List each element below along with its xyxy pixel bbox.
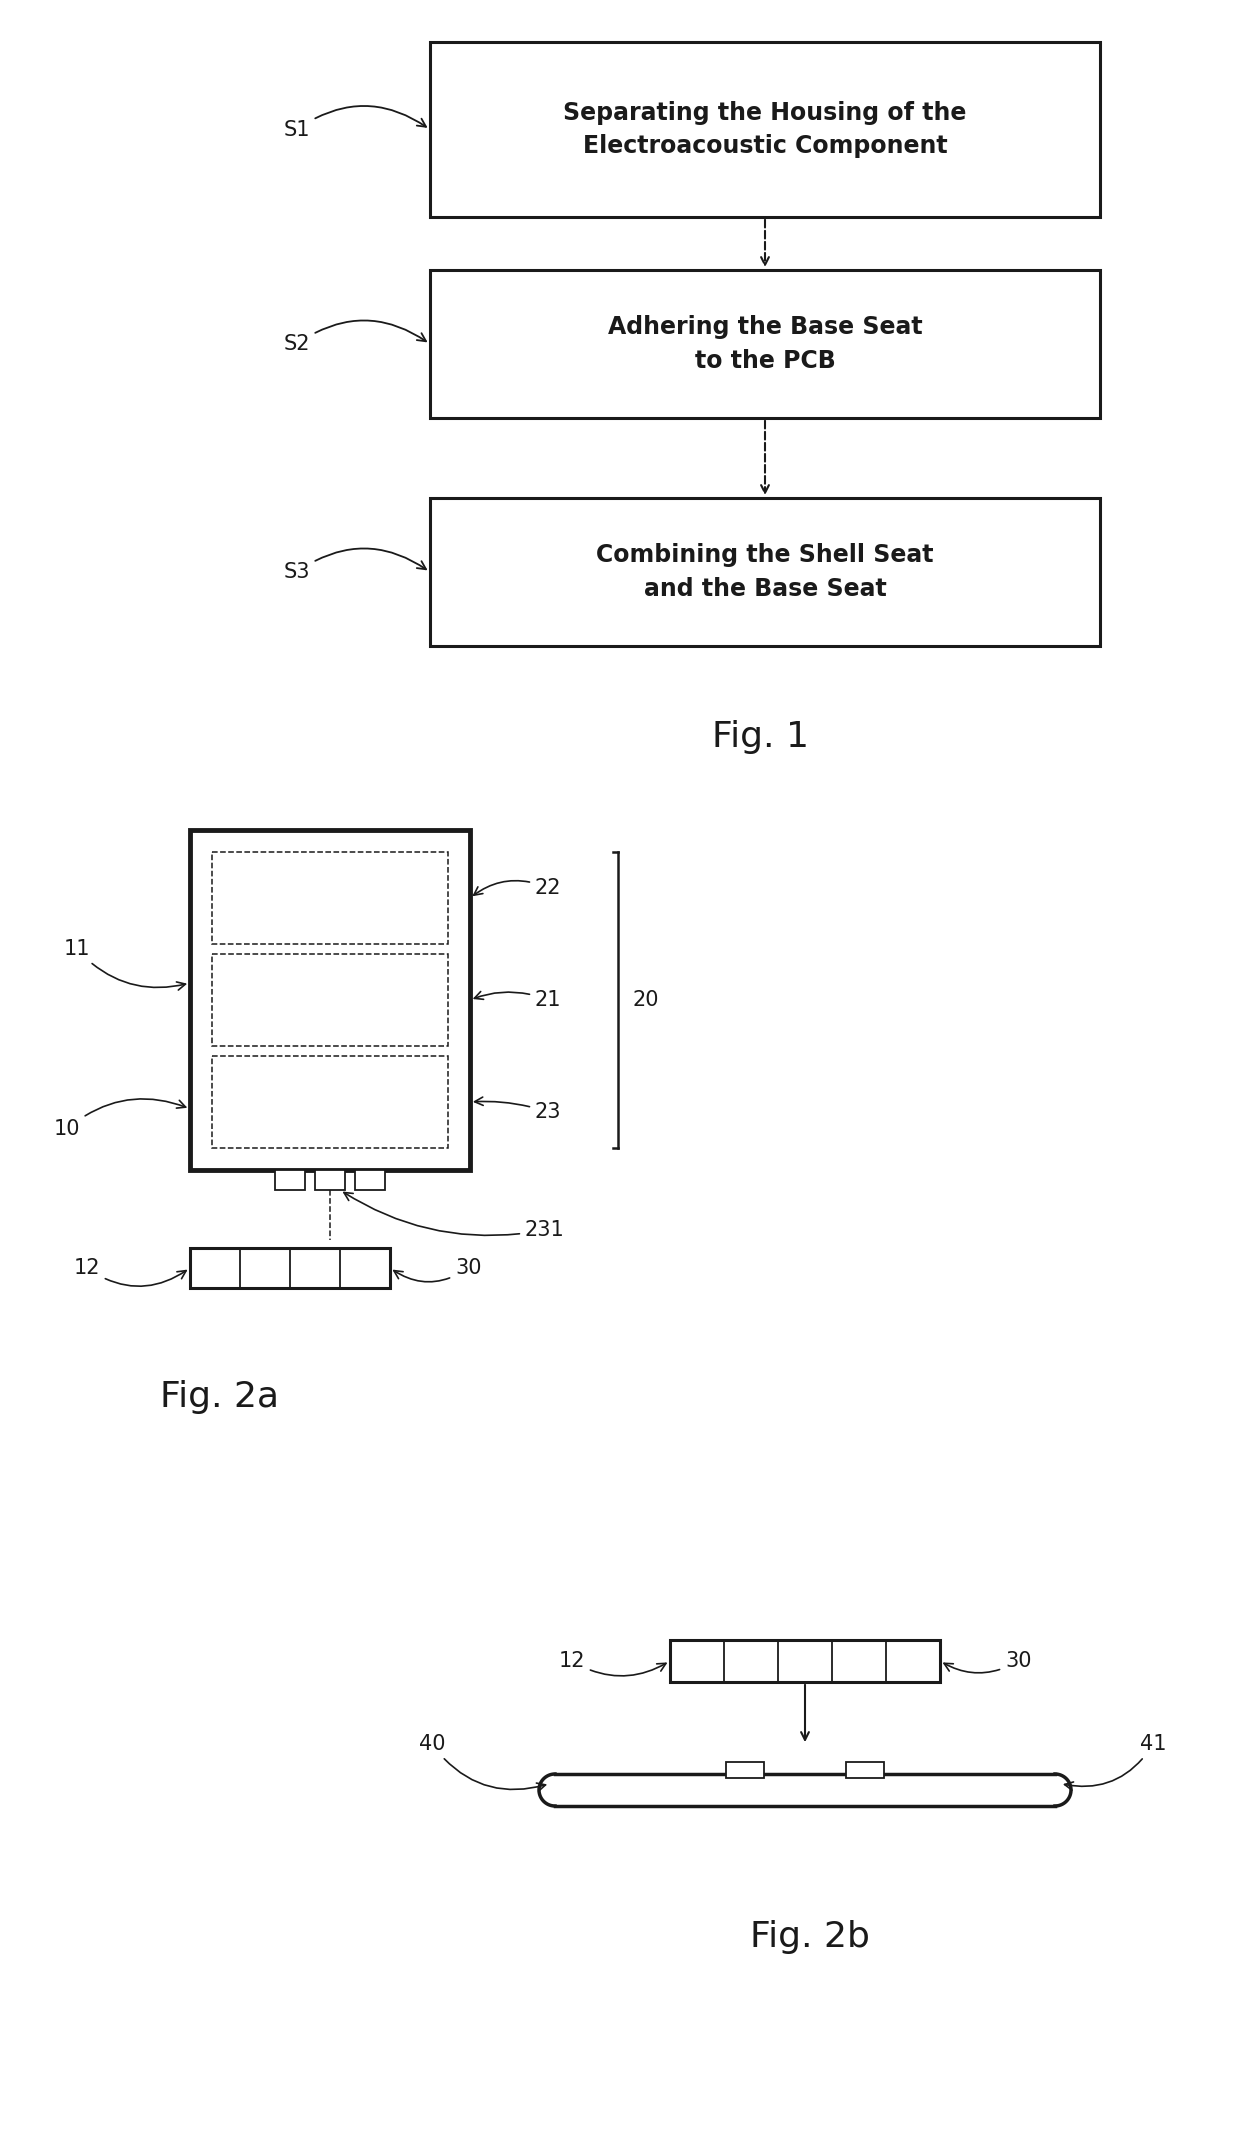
Text: 231: 231	[343, 1192, 564, 1239]
Text: 40: 40	[419, 1734, 546, 1792]
Text: 23: 23	[475, 1097, 562, 1123]
Bar	[275, 1170, 305, 1190]
Text: S3: S3	[284, 549, 427, 583]
Bar	[355, 1170, 384, 1190]
Bar	[430, 43, 1100, 217]
Text: 12: 12	[558, 1652, 666, 1676]
Bar	[212, 852, 448, 944]
Text: 12: 12	[73, 1258, 186, 1286]
Text: 30: 30	[944, 1652, 1032, 1673]
Bar	[190, 1248, 391, 1288]
Text: 20: 20	[632, 989, 660, 1011]
Text: Fig. 1: Fig. 1	[712, 721, 808, 755]
Bar	[430, 271, 1100, 417]
Text: Combining the Shell Seat
and the Base Seat: Combining the Shell Seat and the Base Se…	[596, 544, 934, 600]
Text: Fig. 2a: Fig. 2a	[160, 1381, 279, 1413]
Bar	[670, 1639, 940, 1682]
Text: 10: 10	[53, 1099, 186, 1140]
Text: S2: S2	[284, 320, 427, 355]
Text: Fig. 2b: Fig. 2b	[750, 1921, 870, 1953]
Text: Separating the Housing of the
Electroacoustic Component: Separating the Housing of the Electroaco…	[563, 101, 967, 159]
Bar	[846, 1762, 884, 1779]
Text: 30: 30	[394, 1258, 481, 1282]
Text: 21: 21	[475, 989, 562, 1011]
Bar	[212, 1056, 448, 1149]
Text: 11: 11	[63, 940, 186, 989]
Bar	[212, 955, 448, 1045]
Text: Adhering the Base Seat
to the PCB: Adhering the Base Seat to the PCB	[608, 316, 923, 372]
Bar	[725, 1762, 764, 1779]
Bar	[315, 1170, 345, 1190]
Text: 22: 22	[474, 878, 562, 897]
Bar	[430, 499, 1100, 645]
Bar	[190, 830, 470, 1170]
Text: 41: 41	[1065, 1734, 1167, 1790]
Text: S1: S1	[284, 105, 427, 140]
